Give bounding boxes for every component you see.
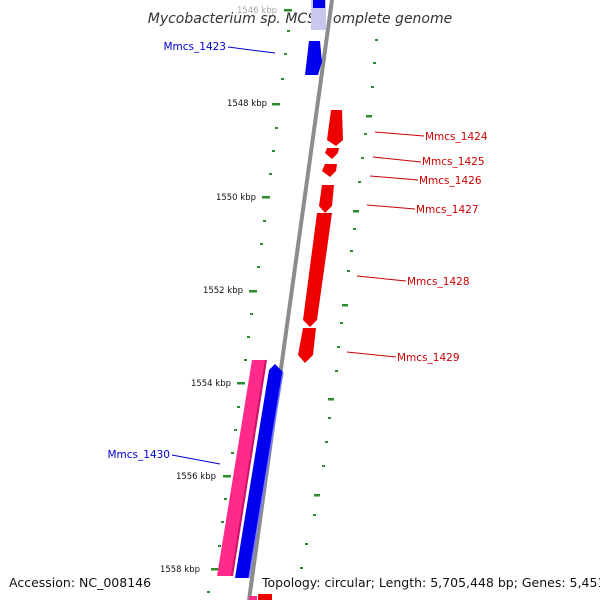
topology-text: Topology: circular; Length: 5,705,448 bp… (262, 575, 600, 590)
accession-text: Accession: NC_008146 (9, 575, 152, 590)
gene-label-mmcs-1425[interactable]: Mmcs_1425 (422, 156, 485, 168)
gene-label-mmcs-1430[interactable]: Mmcs_1430 (107, 449, 170, 461)
label-leaders (171, 46, 425, 465)
left-scale-dots (207, 30, 290, 593)
gene-mmcs-1426[interactable] (322, 164, 337, 177)
tick-label: 1554 kbp (191, 379, 231, 389)
gene-mmcs-1427[interactable] (319, 185, 334, 213)
map-title: Mycobacterium sp. MCS, complete genome (148, 11, 453, 27)
pseudo-gene-edge (231, 359, 267, 577)
gene-label-mmcs-1428[interactable]: Mmcs_1428 (407, 276, 470, 288)
gene-label-mmcs-1424[interactable]: Mmcs_1424 (425, 131, 488, 143)
tick-label: 1550 kbp (216, 193, 256, 203)
gene-label-mmcs-1429[interactable]: Mmcs_1429 (397, 352, 460, 364)
tick-label: 1558 kbp (160, 565, 200, 575)
gene-mmcs-1430[interactable] (235, 364, 283, 578)
genome-backbone-line (247, 0, 334, 600)
tick-label: 1556 kbp (176, 472, 216, 482)
right-scale-dots (300, 39, 378, 569)
gene-mmcs-1424[interactable] (327, 110, 343, 146)
pseudo-gene[interactable] (217, 360, 266, 576)
gene-label-mmcs-1426[interactable]: Mmcs_1426 (419, 175, 482, 187)
gene-mmcs-1425[interactable] (325, 148, 339, 159)
tick-label: 1546 kbp (237, 6, 277, 16)
gene-label-mmcs-1427[interactable]: Mmcs_1427 (416, 204, 479, 216)
tick-label: 1552 kbp (203, 286, 243, 296)
top-feature (313, 0, 325, 8)
gene-mmcs-1428[interactable] (303, 213, 332, 327)
bottom-red-feature (258, 594, 272, 600)
gene-mmcs-1429[interactable] (298, 328, 316, 363)
scale-ticks (211, 9, 292, 571)
gene-mmcs-1423[interactable] (305, 41, 322, 75)
bottom-pink-feature (249, 596, 257, 600)
gene-mmcs-1430-edge (248, 371, 284, 579)
gene-label-mmcs-1423[interactable]: Mmcs_1423 (163, 41, 226, 53)
tick-label: 1548 kbp (227, 99, 267, 109)
